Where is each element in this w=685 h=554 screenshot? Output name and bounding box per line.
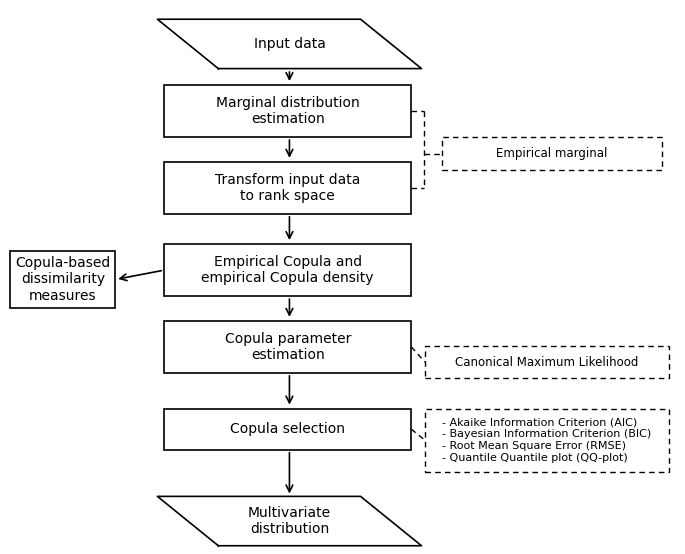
Text: Input data: Input data [253, 37, 325, 51]
Text: Empirical marginal: Empirical marginal [496, 147, 608, 160]
Bar [164, 321, 411, 373]
Text: Canonical Maximum Likelihood: Canonical Maximum Likelihood [455, 356, 638, 368]
Text: Empirical Copula and
empirical Copula density: Empirical Copula and empirical Copula de… [201, 255, 374, 285]
Bar [425, 346, 669, 378]
Text: Marginal distribution
estimation: Marginal distribution estimation [216, 96, 360, 126]
Text: - Akaike Information Criterion (AIC)
- Bayesian Information Criterion (BIC)
- Ro: - Akaike Information Criterion (AIC) - B… [442, 418, 651, 463]
Text: Copula parameter
estimation: Copula parameter estimation [225, 332, 351, 362]
Bar [164, 409, 411, 450]
Bar [164, 244, 411, 296]
Text: Multivariate
distribution: Multivariate distribution [248, 506, 331, 536]
Bar [164, 85, 411, 137]
Bar [10, 250, 115, 308]
Text: Transform input data
to rank space: Transform input data to rank space [215, 173, 360, 203]
Text: Copula selection: Copula selection [230, 422, 345, 436]
Bar [164, 162, 411, 214]
Bar [425, 409, 669, 471]
Text: Copula-based
dissimilarity
measures: Copula-based dissimilarity measures [15, 257, 110, 302]
Bar [442, 137, 662, 170]
